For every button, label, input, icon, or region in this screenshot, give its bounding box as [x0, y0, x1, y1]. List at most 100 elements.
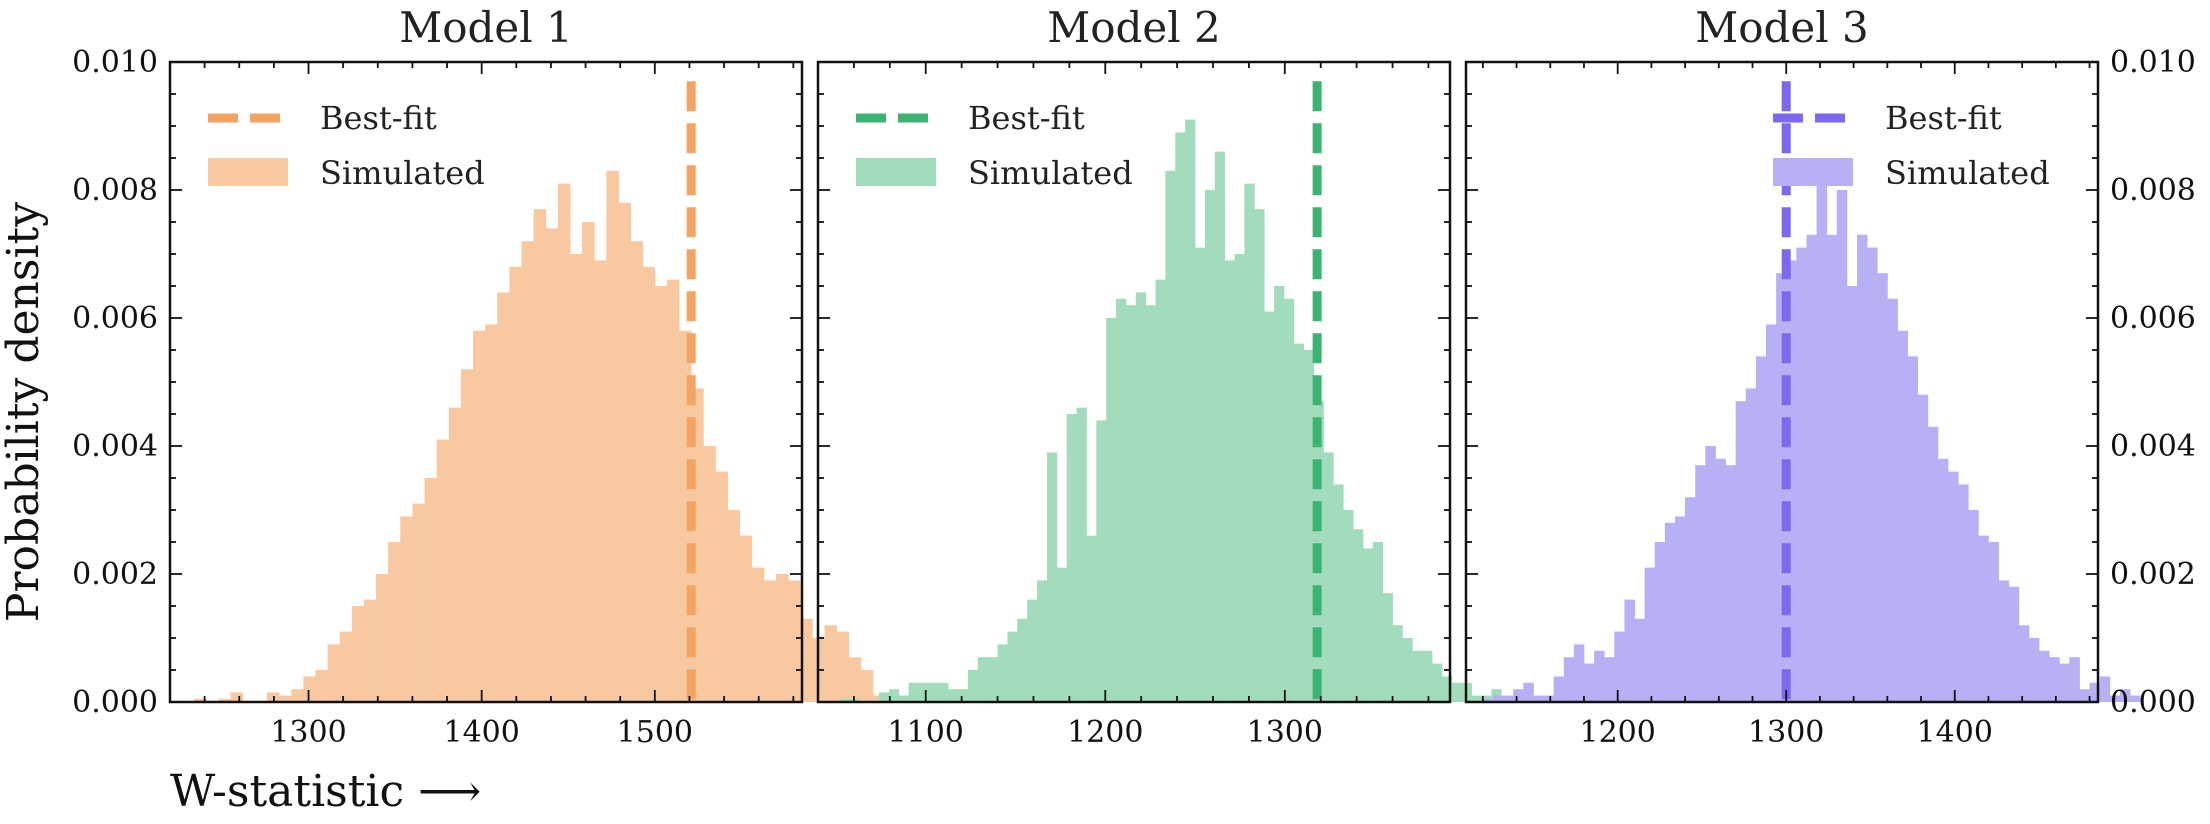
histogram-bar [1333, 484, 1344, 702]
histogram-bar [424, 478, 438, 702]
histogram-bar [315, 670, 328, 702]
histogram-bar [1907, 356, 1919, 702]
histogram-bar [1897, 330, 1908, 702]
histogram-bar [1664, 522, 1676, 702]
x-tick-label: 1200 [1067, 715, 1143, 750]
histogram-bar [1927, 426, 1939, 702]
histogram-bar [448, 407, 462, 702]
histogram-bar [1076, 407, 1087, 702]
y-tick-label: 0.006 [2110, 301, 2196, 336]
legend-simulated-swatch [208, 158, 288, 186]
histogram-bar [1274, 286, 1285, 702]
histogram-bar [2049, 657, 2060, 702]
histogram-bar [2099, 676, 2111, 702]
histogram-bar [1978, 535, 1989, 702]
y-ticks [818, 61, 1450, 703]
histogram-bar [1106, 318, 1117, 702]
histogram-bar [1856, 234, 1868, 703]
histogram-bar [2130, 695, 2141, 702]
histogram-bar [642, 266, 656, 702]
panel-title: Model 2 [1047, 3, 1221, 52]
histogram-bar [1594, 650, 1605, 702]
histogram-bar [2018, 625, 2030, 702]
histogram-bar [1323, 452, 1334, 702]
legend-label-simulated: Simulated [968, 154, 1133, 192]
histogram-bar [879, 692, 890, 702]
histogram-bar [788, 580, 801, 702]
histogram-bar [2119, 689, 2131, 702]
x-ticks: 1100 1200 1300 [817, 62, 1430, 750]
histogram-bar [928, 682, 939, 702]
histogram-bar [618, 202, 631, 703]
histogram-bar [739, 535, 753, 702]
histogram-bar [1513, 689, 1524, 702]
panel-model-1: Model 1 0.000 0.002 0.004 0.006 0.008 0.010 130… [72, 3, 959, 750]
histogram-bar [1523, 682, 1534, 702]
legend-simulated-swatch [856, 158, 936, 186]
x-ticks: 1300 1400 1500 [169, 62, 795, 750]
histogram-bar [1482, 698, 1494, 702]
histogram-bar [1968, 510, 1979, 702]
histogram-bar [460, 369, 474, 702]
histogram-bar [1422, 650, 1433, 702]
histogram-bar [1056, 567, 1068, 702]
y-tick-label: 0.004 [2110, 429, 2196, 464]
legend-label-best-fit: Best-fit [1885, 99, 2002, 137]
histogram-bar [1877, 273, 1888, 702]
histogram-bar [1037, 580, 1048, 702]
y-ticks: 0.000 0.002 0.004 0.006 0.008 0.010 [72, 45, 802, 720]
histogram-bar [654, 286, 668, 702]
histogram-bar [1765, 324, 1777, 702]
histogram-bar [1125, 305, 1137, 702]
histogram-bar [1998, 580, 2010, 702]
histogram-bar [1392, 625, 1403, 702]
histogram-bar [630, 241, 644, 702]
panel-title: Model 1 [399, 3, 573, 52]
histogram-bar [1796, 247, 1807, 702]
x-tick-label: 1300 [270, 715, 346, 750]
histogram-bar [1948, 471, 1959, 702]
histogram-bar [977, 657, 989, 702]
x-tick-label: 1300 [1247, 715, 1323, 750]
histogram-bar [1836, 190, 1848, 702]
histogram-bar [1806, 234, 1817, 703]
y-tick-label: 0.008 [2110, 173, 2196, 208]
histogram-bar [1988, 542, 1999, 702]
histogram-bar [836, 631, 850, 702]
histogram-bar [1195, 247, 1206, 702]
legend-label-best-fit: Best-fit [320, 99, 437, 137]
histogram-bar [763, 580, 777, 702]
histogram-bar [1755, 356, 1767, 702]
histogram-bar [2089, 682, 2101, 702]
histogram-bar [339, 631, 353, 702]
histogram-bar [485, 324, 498, 702]
histogram-bar [557, 183, 571, 703]
histogram-bar [1604, 657, 1615, 702]
histogram-bar [1204, 190, 1216, 702]
histogram-bars [839, 119, 1512, 703]
histogram-bar [1017, 618, 1028, 702]
y-tick-label: 0.000 [72, 685, 158, 720]
histogram-bar [1937, 458, 1949, 702]
histogram-bar [987, 657, 998, 702]
histogram-bar [1573, 644, 1585, 702]
histogram-bar [1116, 298, 1127, 702]
legend-label-simulated: Simulated [320, 154, 485, 192]
histogram-bar [1776, 273, 1787, 702]
histogram-bar [582, 222, 595, 702]
y-tick-label: 0.008 [72, 173, 158, 208]
histogram-bar [1432, 663, 1443, 702]
histogram-bar [1553, 676, 1565, 702]
histogram-bar [1563, 657, 1575, 702]
histogram-bar [1175, 132, 1186, 702]
histogram-bar [2028, 638, 2040, 702]
histogram-bar [1543, 695, 1555, 702]
panel-title: Model 3 [1695, 3, 1869, 52]
x-tick-label: 1300 [1748, 715, 1824, 750]
histogram-bar [1096, 420, 1107, 702]
histogram-bar [1705, 446, 1716, 702]
histogram-bar [1634, 618, 1646, 702]
legend-label-best-fit: Best-fit [968, 99, 1085, 137]
panels: Model 1 0.000 0.002 0.004 0.006 0.008 0.010 130… [72, 3, 2196, 750]
